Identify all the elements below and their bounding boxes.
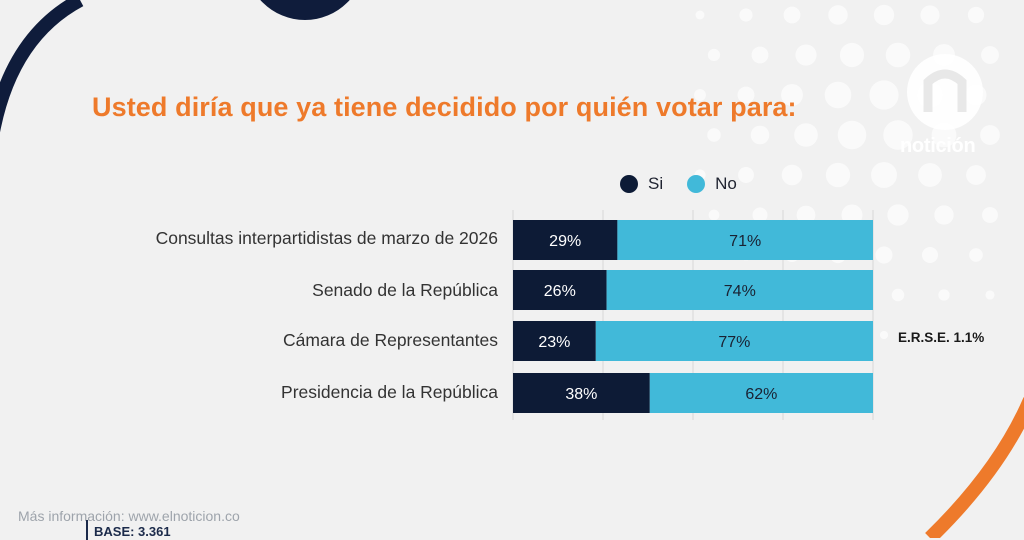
data-label: 38% [565,386,597,403]
category-label: Consultas interpartidistas de marzo de 2… [155,228,498,248]
legend-label-no: No [715,174,737,193]
data-label: 74% [724,283,756,300]
footer-base: BASE: 3.361 [94,524,171,539]
legend-item-no: No [687,174,737,194]
footer-info: Más información: www.elnoticion.co [18,508,240,524]
chart-legend: Si No [620,174,737,194]
category-label: Cámara de Representantes [283,330,498,350]
bar-si [513,220,618,260]
footer-divider [86,520,88,540]
data-label: 71% [729,233,761,250]
bar-no [595,321,873,361]
data-label: 29% [549,233,581,250]
data-label: 23% [538,334,570,351]
category-label: Presidencia de la República [281,382,498,402]
bar-si [513,270,607,310]
data-label: 77% [718,334,750,351]
error-margin-note: E.R.S.E. 1.1% [898,330,985,345]
chart-title: Usted diría que ya tiene decidido por qu… [92,92,797,122]
brand-name: notición [900,135,976,157]
category-label: Senado de la República [312,280,498,300]
legend-dot-si [620,175,638,193]
bar-no [617,220,873,260]
bar-si [513,373,650,413]
bar-no [606,270,873,310]
bar-si [513,321,596,361]
legend-label-si: Si [648,174,664,193]
legend-item-si: Si [620,174,663,194]
data-label: 26% [544,283,576,300]
bar-no [649,373,873,413]
legend-dot-no [687,175,706,193]
data-label: 62% [745,386,777,403]
